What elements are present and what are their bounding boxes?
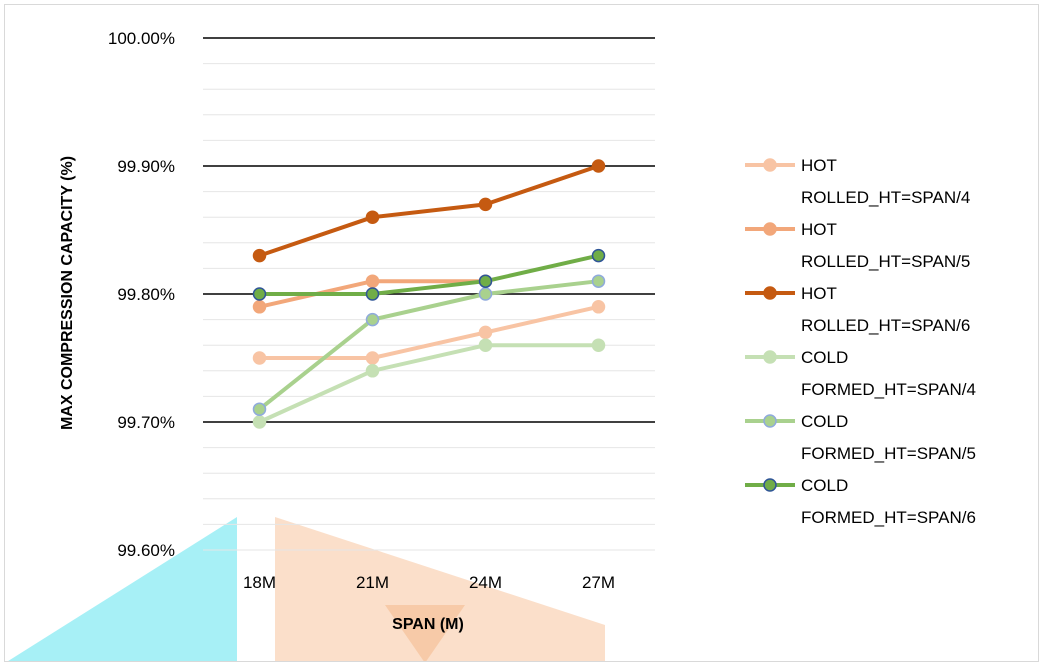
series-2-point bbox=[365, 274, 380, 288]
series-3-point bbox=[252, 248, 267, 263]
series-2-point bbox=[252, 300, 267, 314]
series-line-5 bbox=[258, 279, 599, 411]
legend-marker-2 bbox=[763, 222, 777, 236]
legend-marker-5 bbox=[763, 414, 777, 428]
series-1-point bbox=[591, 300, 606, 314]
series-5-point bbox=[478, 287, 493, 301]
legend-label: FORMED_HT=SPAN/5 bbox=[801, 444, 976, 463]
series-4-point bbox=[252, 415, 267, 429]
series-3-point bbox=[591, 159, 606, 173]
series-line-1 bbox=[259, 304, 599, 360]
legend-label: HOT bbox=[801, 156, 837, 175]
x-tick-label: 27M bbox=[582, 573, 615, 592]
series-1-point bbox=[365, 351, 380, 365]
y-tick-label: 99.60% bbox=[117, 541, 175, 560]
line-chart: 99.60% 99.70% 99.80% 99.90% 100.00% 18M 21M 24… bbox=[59, 29, 976, 633]
series-5-point bbox=[252, 402, 267, 416]
legend-label: ROLLED_HT=SPAN/4 bbox=[801, 188, 970, 207]
y-tick-label: 99.90% bbox=[117, 157, 175, 176]
legend: HOT ROLLED_HT=SPAN/4 HOT ROLLED_HT=SPAN/5 HO… bbox=[745, 156, 976, 527]
legend-marker-3 bbox=[763, 286, 777, 300]
series-5-point bbox=[365, 312, 380, 327]
legend-marker-1 bbox=[763, 158, 777, 172]
x-tick-label: 18M bbox=[243, 573, 276, 592]
chart-frame: 99.60% 99.70% 99.80% 99.90% 100.00% 18M 21M 24… bbox=[4, 4, 1039, 662]
x-axis-label: SPAN (M) bbox=[392, 616, 464, 633]
series-4-point bbox=[591, 338, 606, 352]
legend-label: FORMED_HT=SPAN/6 bbox=[801, 508, 976, 527]
y-tick-label: 99.80% bbox=[117, 285, 175, 304]
series-markers bbox=[252, 159, 606, 429]
series-6-point bbox=[252, 287, 267, 301]
legend-marker-6 bbox=[763, 478, 777, 492]
legend-label: COLD bbox=[801, 412, 848, 431]
y-tick-label: 100.00% bbox=[108, 29, 175, 48]
series-1-point bbox=[252, 351, 267, 365]
series-3-point bbox=[365, 210, 380, 224]
legend-label: COLD bbox=[801, 476, 848, 495]
y-tick-label: 99.70% bbox=[117, 413, 175, 432]
legend-label: ROLLED_HT=SPAN/6 bbox=[801, 316, 970, 335]
series-5-point bbox=[591, 274, 606, 288]
series-6-point bbox=[365, 287, 380, 301]
series-line-6 bbox=[259, 253, 599, 296]
series-line-3 bbox=[258, 164, 600, 258]
series-3-point bbox=[478, 197, 493, 212]
legend-label: HOT bbox=[801, 284, 837, 303]
watermark-logo bbox=[8, 517, 605, 661]
series-6-point bbox=[478, 274, 493, 288]
legend-marker-4 bbox=[763, 350, 777, 364]
series-4-point bbox=[365, 364, 380, 378]
y-tick-labels: 99.60% 99.70% 99.80% 99.90% 100.00% bbox=[108, 29, 175, 560]
x-tick-label: 21M bbox=[356, 573, 389, 592]
x-tick-label: 24M bbox=[469, 573, 502, 592]
legend-label: COLD bbox=[801, 348, 848, 367]
series-6-point bbox=[591, 248, 606, 263]
series-1-point bbox=[478, 325, 493, 340]
series-line-4 bbox=[258, 343, 599, 424]
x-tick-labels: 18M 21M 24M 27M bbox=[243, 573, 615, 592]
y-axis-label: MAX COMPRESSION CAPACITY (%) bbox=[59, 156, 76, 430]
series-4-point bbox=[478, 338, 493, 352]
legend-label: FORMED_HT=SPAN/4 bbox=[801, 380, 976, 399]
legend-label: HOT bbox=[801, 220, 837, 239]
legend-label: ROLLED_HT=SPAN/5 bbox=[801, 252, 970, 271]
